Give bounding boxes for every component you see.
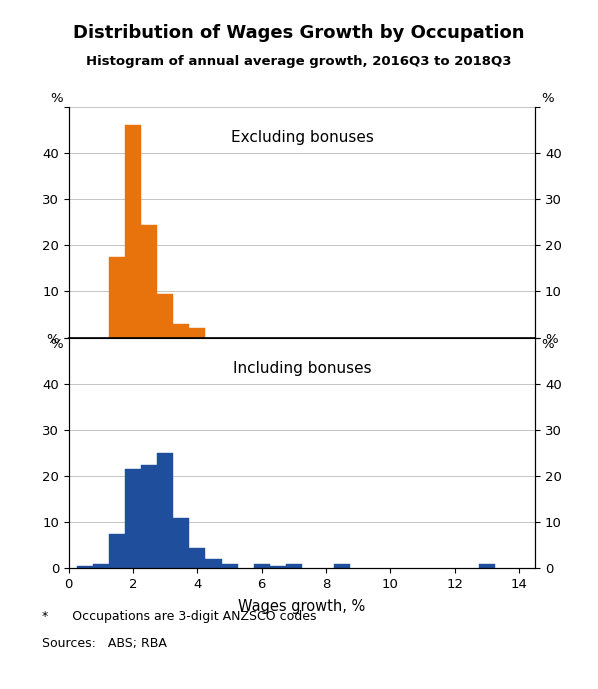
Bar <box>109 257 125 338</box>
Bar <box>77 566 93 568</box>
Bar <box>157 294 173 338</box>
Bar <box>190 548 206 568</box>
Bar <box>173 324 190 338</box>
Bar <box>334 564 350 568</box>
Bar <box>125 125 141 338</box>
Text: Histogram of annual average growth, 2016Q3 to 2018Q3: Histogram of annual average growth, 2016… <box>86 55 512 68</box>
Bar <box>190 329 206 338</box>
Bar <box>157 453 173 568</box>
Bar <box>109 534 125 568</box>
Bar <box>141 464 157 568</box>
Text: Including bonuses: Including bonuses <box>233 361 371 376</box>
Bar <box>286 564 302 568</box>
Text: *      Occupations are 3-digit ANZSCO codes: * Occupations are 3-digit ANZSCO codes <box>42 610 316 623</box>
Bar <box>93 564 109 568</box>
Bar <box>206 559 222 568</box>
Text: Excluding bonuses: Excluding bonuses <box>231 130 373 145</box>
Bar <box>125 469 141 568</box>
Bar <box>254 564 270 568</box>
X-axis label: Wages growth, %: Wages growth, % <box>239 599 365 615</box>
Text: Sources:   ABS; RBA: Sources: ABS; RBA <box>42 637 167 650</box>
Bar <box>222 564 237 568</box>
Bar <box>479 564 495 568</box>
Bar <box>173 517 190 568</box>
Bar <box>141 225 157 338</box>
Text: %: % <box>541 338 554 351</box>
Text: %: % <box>50 338 63 351</box>
Bar <box>270 566 286 568</box>
Text: %: % <box>50 92 63 105</box>
Text: Distribution of Wages Growth by Occupation: Distribution of Wages Growth by Occupati… <box>73 24 525 42</box>
Text: %: % <box>541 92 554 105</box>
